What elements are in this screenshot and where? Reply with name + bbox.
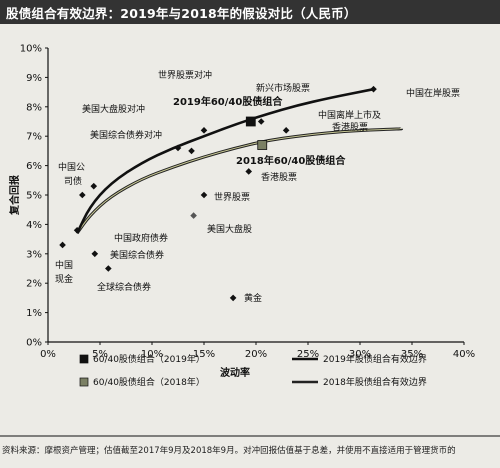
- legend-marker: [79, 354, 89, 364]
- portfolio-marker: [245, 116, 256, 127]
- legend-label: 2019年股债组合有效边界: [323, 353, 427, 365]
- source-note: 资料来源：摩根资产管理；估值截至2017年9月及2018年9月。对冲回报估值基于…: [2, 446, 456, 456]
- y-tick-label: 6%: [26, 161, 42, 172]
- y-tick-label: 0%: [26, 338, 42, 349]
- frontier-2018-line-highlight: [76, 128, 403, 234]
- label-portfolio-2019: 2019年60/40股债组合: [173, 95, 283, 108]
- label-china-corp-bond-2: 司债: [64, 175, 82, 187]
- point-marker: [200, 127, 208, 134]
- label-gold: 黄金: [244, 292, 262, 304]
- y-tick-label: 1%: [26, 308, 42, 319]
- title-bar: 股债组合有效边界：2019年与2018年的假设对比（人民币）: [0, 0, 500, 24]
- label-global-agg-bond: 全球综合债券: [97, 281, 151, 293]
- label-us-large-cap-hedged: 美国大盘股对冲: [82, 103, 145, 115]
- y-tick-label: 9%: [26, 73, 42, 84]
- x-tick-label: 25%: [297, 349, 319, 360]
- y-tick-label: 7%: [26, 132, 42, 143]
- data-points: [59, 85, 377, 302]
- label-us-agg-bond: 美国综合债券: [110, 249, 164, 261]
- point-marker: [257, 118, 265, 125]
- x-axis-label: 波动率: [220, 366, 250, 379]
- x-tick-label: 15%: [193, 349, 215, 360]
- y-tick-label: 2%: [26, 279, 42, 290]
- label-us-agg-bond-hedged: 美国综合债券对冲: [90, 129, 162, 141]
- frontier-2018-line: [75, 127, 404, 235]
- label-china-offshore-1: 中国离岸上市及: [318, 109, 381, 121]
- point-marker: [73, 226, 81, 234]
- point-marker: [105, 265, 112, 272]
- label-portfolio-2018: 2018年60/40股债组合: [236, 154, 346, 167]
- label-china-cash-1: 中国: [55, 259, 73, 271]
- legend-label: 60/40股债组合（2018年）: [93, 376, 205, 388]
- legend-label: 60/40股债组合（2019年）: [93, 353, 205, 365]
- x-tick-label: 10%: [141, 349, 163, 360]
- point-marker: [229, 294, 237, 302]
- label-china-corp-bond-1: 中国公: [58, 161, 85, 173]
- point-marker: [200, 191, 208, 199]
- frontier-lines: [75, 87, 404, 235]
- point-marker: [245, 168, 253, 175]
- label-us-large-cap: 美国大盘股: [207, 223, 252, 235]
- y-axis-label: 复合回报: [8, 175, 21, 216]
- label-china-cash-2: 现金: [55, 273, 73, 285]
- point-marker: [190, 212, 197, 219]
- point-marker: [90, 182, 98, 190]
- y-tick-label: 5%: [26, 191, 42, 202]
- label-world-equity: 世界股票: [214, 191, 250, 203]
- point-marker: [188, 147, 195, 155]
- axes: 0% 5% 10% 15% 20% 25% 30% 35% 40% 0% 1% 2% 3% 4% 5% 6% 7…: [8, 44, 475, 380]
- label-china-offshore-2: 香港股票: [332, 121, 368, 133]
- label-em-equity: 新兴市场股票: [256, 82, 310, 94]
- y-tick-label: 3%: [26, 249, 42, 260]
- label-world-equity-hedged: 世界股票对冲: [158, 69, 212, 81]
- legend-marker: [79, 377, 89, 387]
- point-marker: [370, 85, 377, 93]
- point-marker: [282, 127, 290, 134]
- y-tick-label: 10%: [20, 44, 42, 55]
- y-tick-label: 4%: [26, 220, 42, 231]
- label-china-onshore-equity: 中国在岸股票: [406, 87, 460, 99]
- portfolio-marker: [257, 140, 268, 150]
- frontier-2019-line: [75, 87, 375, 234]
- x-tick-label: 35%: [401, 349, 423, 360]
- legend-label: 2018年股债组合有效边界: [323, 376, 427, 388]
- chart-title: 股债组合有效边界：2019年与2018年的假设对比（人民币）: [6, 6, 357, 21]
- point-marker: [59, 241, 66, 249]
- point-marker: [174, 144, 182, 152]
- x-tick-label: 5%: [92, 349, 108, 360]
- x-tick-label: 0%: [40, 349, 56, 360]
- label-hk-equity: 香港股票: [261, 171, 297, 183]
- legend: 60/40股债组合（2019年） 2019年股债组合有效边界 60/40股债组合（2…: [0, 353, 500, 437]
- x-tick-label: 40%: [453, 349, 475, 360]
- x-tick-label: 20%: [245, 349, 267, 360]
- point-marker: [91, 250, 99, 258]
- y-tick-label: 8%: [26, 102, 42, 113]
- point-marker: [79, 191, 86, 199]
- label-china-gov-bond: 中国政府债券: [114, 232, 168, 244]
- x-tick-label: 30%: [349, 349, 371, 360]
